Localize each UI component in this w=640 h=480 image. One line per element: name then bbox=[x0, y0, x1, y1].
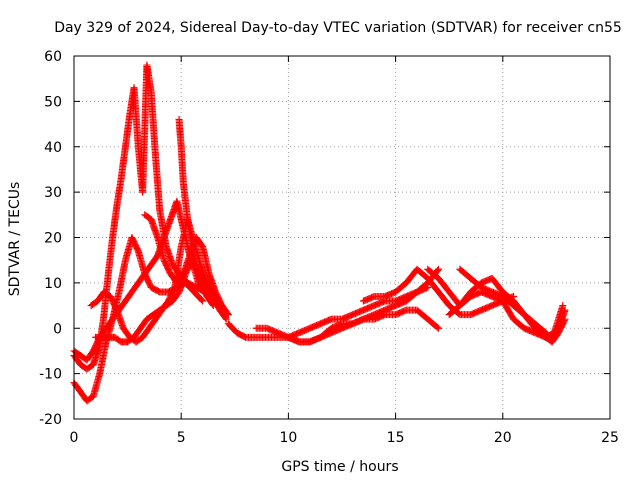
data-point bbox=[222, 315, 230, 323]
y-tick-label: 20 bbox=[44, 231, 62, 247]
data-point bbox=[434, 324, 442, 332]
y-tick-label: -20 bbox=[39, 412, 62, 428]
series-group bbox=[224, 283, 432, 341]
x-tick-label: 25 bbox=[601, 430, 619, 446]
data-marks bbox=[70, 61, 569, 405]
data-point bbox=[208, 300, 216, 308]
y-tick-label: 50 bbox=[44, 94, 62, 110]
series-group bbox=[456, 265, 567, 341]
axis-ticks bbox=[73, 55, 611, 420]
y-tick-label: 0 bbox=[53, 321, 62, 337]
x-tick-label: 10 bbox=[279, 430, 297, 446]
x-axis-label: GPS time / hours bbox=[281, 459, 398, 475]
data-point bbox=[209, 302, 217, 310]
series-group bbox=[175, 116, 217, 310]
series-group bbox=[141, 211, 232, 319]
data-point bbox=[224, 311, 232, 319]
axis-tick-labels: 0 5 10 15 20 25 -20 -10 0 10 20 30 40 50 60 bbox=[39, 49, 619, 446]
x-tick-label: 20 bbox=[494, 430, 512, 446]
chart-title: Day 329 of 2024, Sidereal Day-to-day VTE… bbox=[54, 20, 622, 36]
series-group bbox=[284, 306, 442, 346]
y-tick-label: -10 bbox=[39, 367, 62, 383]
data-point bbox=[434, 265, 442, 273]
x-tick-label: 5 bbox=[177, 430, 186, 446]
x-tick-label: 15 bbox=[387, 430, 405, 446]
data-point bbox=[198, 296, 206, 304]
data-point bbox=[223, 309, 231, 317]
y-tick-label: 60 bbox=[44, 49, 62, 65]
data-point bbox=[559, 302, 567, 310]
data-point bbox=[434, 267, 442, 274]
data-point bbox=[433, 323, 441, 331]
y-tick-label: 30 bbox=[44, 185, 62, 201]
y-tick-label: 40 bbox=[44, 140, 62, 156]
x-tick-label: 0 bbox=[70, 430, 79, 446]
data-point bbox=[199, 297, 207, 305]
y-tick-label: 10 bbox=[44, 276, 62, 292]
data-point bbox=[221, 314, 229, 322]
y-axis-label: SDTVAR / TECUs bbox=[7, 182, 23, 297]
